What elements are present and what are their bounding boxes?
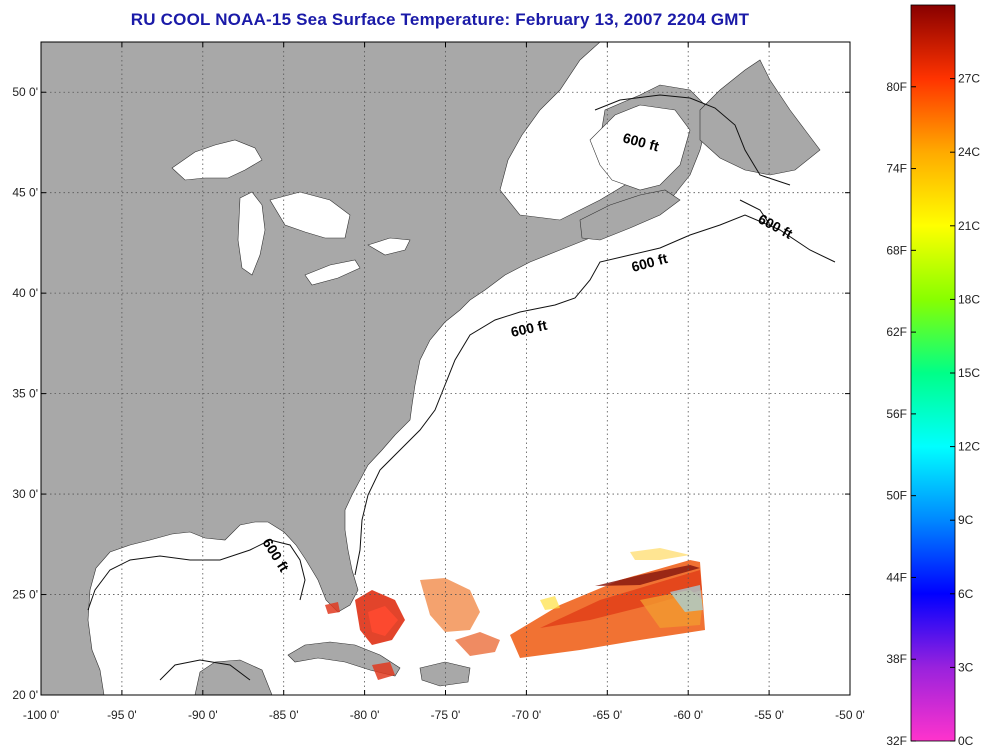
colorbar-c-label: 3C xyxy=(958,660,974,674)
longitude-axis: -100 0' -95 0' -90 0' -85 0' -80 0' -75 0' -70… xyxy=(23,42,865,722)
colorbar-fahrenheit-labels: 80F 74F 68F 62F 56F 50F 44F 38F 32F xyxy=(886,80,916,748)
longitude-tick-label: -60 0' xyxy=(673,708,703,722)
lake-michigan xyxy=(237,191,266,276)
longitude-tick-label: -50 0' xyxy=(835,708,865,722)
colorbar-f-label: 38F xyxy=(886,652,907,666)
grid-lines xyxy=(41,42,850,695)
colorbar-celsius-labels: 27C 24C 21C 18C 15C 12C 9C 6C 3C 0C xyxy=(950,72,980,748)
longitude-tick-label: -90 0' xyxy=(188,708,218,722)
latitude-tick-label: 40 0' xyxy=(12,286,38,300)
newfoundland-land xyxy=(699,59,821,176)
colorbar-f-label: 68F xyxy=(886,243,907,257)
colorbar-f-label: 50F xyxy=(886,489,907,503)
colorbar-c-label: 9C xyxy=(958,513,974,527)
longitude-tick-label: -80 0' xyxy=(350,708,380,722)
colorbar-c-label: 18C xyxy=(958,292,980,306)
colorbar-f-label: 74F xyxy=(886,162,907,176)
colorbar-f-label: 62F xyxy=(886,325,907,339)
lake-ontario xyxy=(367,237,411,256)
cuba-land xyxy=(287,641,401,677)
longitude-tick-label: -95 0' xyxy=(107,708,137,722)
depth-contours xyxy=(87,94,836,681)
colorbar-f-label: 80F xyxy=(886,80,907,94)
latitude-tick-label: 20 0' xyxy=(12,688,38,702)
latitude-tick-label: 30 0' xyxy=(12,487,38,501)
colorbar-c-label: 12C xyxy=(958,440,980,454)
colorbar-c-label: 0C xyxy=(958,734,974,748)
map-title: RU COOL NOAA-15 Sea Surface Temperature:… xyxy=(130,10,750,29)
yucatan-land xyxy=(194,659,273,695)
latitude-tick-label: 35 0' xyxy=(12,387,38,401)
gulf-st-lawrence xyxy=(589,104,691,191)
colorbar xyxy=(910,4,956,742)
colorbar-f-label: 44F xyxy=(886,570,907,584)
lake-superior xyxy=(171,139,263,181)
nova-scotia-land xyxy=(579,189,681,241)
longitude-tick-label: -70 0' xyxy=(512,708,542,722)
colorbar-f-label: 32F xyxy=(886,734,907,748)
latitude-tick-label: 25 0' xyxy=(12,588,38,602)
latitude-tick-label: 50 0' xyxy=(12,85,38,99)
contour-label: 600 ft xyxy=(509,317,548,340)
colorbar-c-label: 27C xyxy=(958,72,980,86)
latitude-tick-label: 45 0' xyxy=(12,186,38,200)
latitude-axis: 50 0' 45 0' 40 0' 35 0' 30 0' 25 0' 20 0' xyxy=(12,85,850,702)
colorbar-f-label: 56F xyxy=(886,407,907,421)
longitude-tick-label: -100 0' xyxy=(23,708,59,722)
lake-erie xyxy=(304,259,361,286)
colorbar-c-label: 6C xyxy=(958,587,974,601)
longitude-tick-label: -85 0' xyxy=(269,708,299,722)
longitude-tick-label: -55 0' xyxy=(754,708,784,722)
longitude-tick-label: -65 0' xyxy=(592,708,622,722)
longitude-tick-label: -75 0' xyxy=(431,708,461,722)
colorbar-c-label: 24C xyxy=(958,145,980,159)
lake-huron xyxy=(269,191,351,239)
colorbar-c-label: 15C xyxy=(958,366,980,380)
colorbar-c-label: 21C xyxy=(958,219,980,233)
hispaniola-land xyxy=(419,661,471,687)
